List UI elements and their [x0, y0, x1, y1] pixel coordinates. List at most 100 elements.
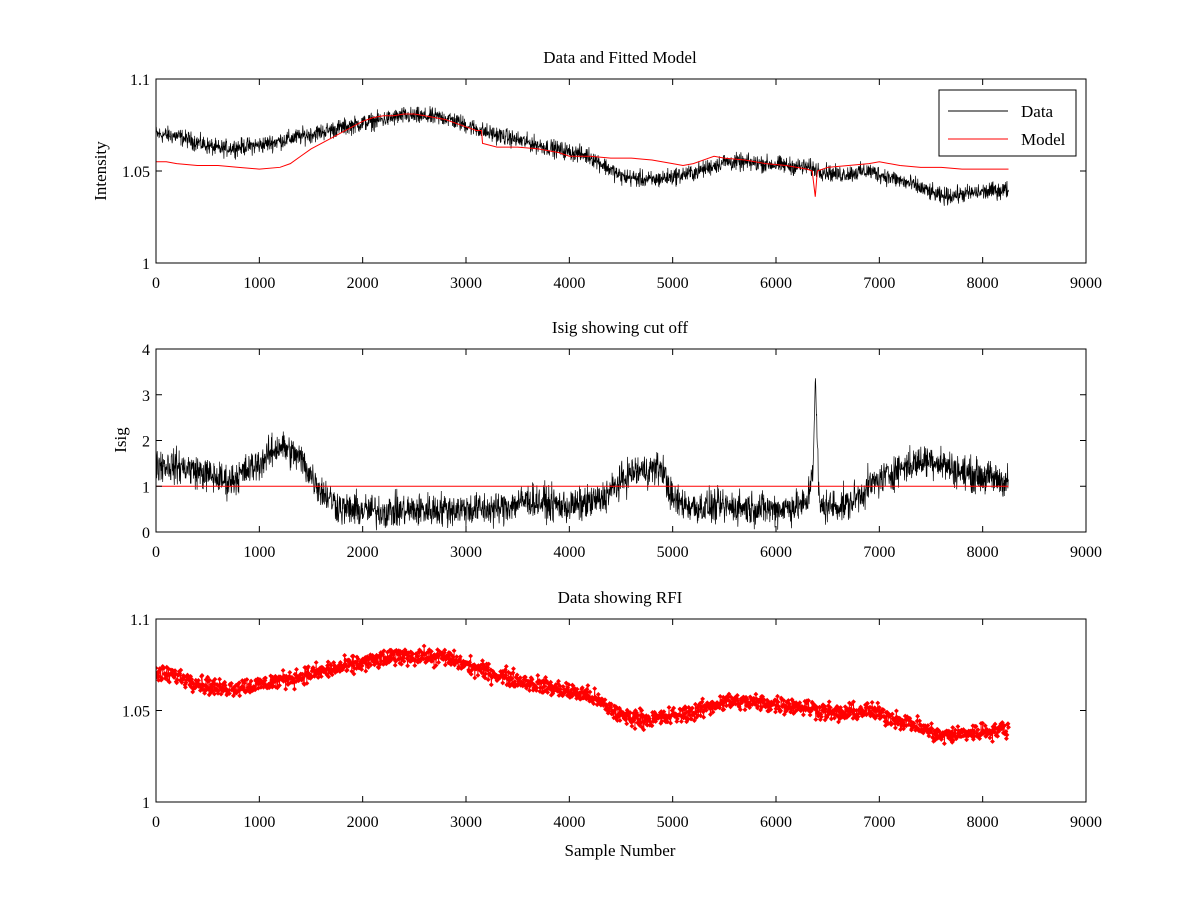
data-point-marker	[482, 675, 488, 681]
data-point-marker	[641, 727, 647, 733]
data-point-marker	[393, 658, 399, 664]
x-tick-label: 1000	[243, 544, 275, 561]
legend-label-data: Data	[1021, 102, 1054, 121]
y-tick-label: 1	[142, 795, 150, 812]
panel-isig: Isig showing cut off Isig 0 1000 2000 3000 4…	[111, 318, 1102, 561]
x-tick-label: 6000	[760, 544, 792, 561]
data-point-marker	[218, 691, 224, 697]
data-point-marker	[987, 735, 993, 741]
data-point-marker	[789, 707, 794, 713]
data-point-marker	[363, 668, 369, 674]
data-point-marker	[543, 674, 549, 680]
data-point-marker	[781, 698, 787, 703]
y-tick-label: 0	[142, 525, 150, 542]
data-point-marker	[240, 684, 246, 690]
series-group	[156, 106, 1009, 206]
data-point-marker	[475, 672, 481, 678]
y-tick-label: 3	[142, 388, 150, 405]
data-point-marker	[726, 691, 732, 697]
y-axis-label: Intensity	[91, 141, 110, 201]
data-point-marker	[826, 699, 832, 705]
data-point-marker	[398, 661, 404, 667]
data-point-marker	[351, 671, 357, 677]
data-point-marker	[608, 705, 614, 711]
data-point-marker	[468, 653, 474, 659]
data-point-marker	[429, 658, 435, 664]
x-tick-label: 3000	[450, 544, 482, 561]
data-point-marker	[579, 685, 585, 691]
data-point-marker	[831, 715, 837, 721]
data-point-marker	[405, 663, 411, 669]
data-point-marker	[612, 707, 618, 713]
data-point-marker	[703, 707, 709, 713]
data-point-marker	[199, 672, 205, 678]
data-point-marker	[263, 675, 268, 681]
y-tick-label: 1.05	[122, 164, 150, 181]
data-point-marker	[391, 656, 397, 662]
data-point-marker	[421, 643, 427, 649]
data-point-marker	[355, 656, 361, 662]
data-point-marker	[992, 729, 997, 735]
data-point-marker	[827, 705, 833, 710]
data-point-marker	[237, 693, 243, 699]
data-point-marker	[836, 719, 841, 725]
data-point-marker	[755, 703, 761, 709]
data-point-marker	[500, 680, 506, 686]
data-point-marker	[535, 672, 541, 678]
data-point-marker	[710, 709, 716, 715]
y-tick-label: 4	[142, 342, 150, 359]
data-point-marker	[342, 652, 348, 658]
data-point-marker	[813, 717, 819, 722]
data-point-marker	[548, 679, 554, 685]
data-point-marker	[182, 684, 188, 690]
data-point-marker	[666, 704, 672, 710]
data-point-marker	[305, 664, 311, 670]
data-point-marker	[855, 714, 861, 720]
data-point-marker	[517, 675, 523, 681]
x-tick-label: 3000	[450, 275, 482, 292]
data-point-marker	[171, 674, 177, 680]
data-point-marker	[290, 676, 296, 682]
data-point-marker	[433, 662, 439, 668]
data-point-marker	[485, 665, 491, 670]
data-point-marker	[353, 659, 359, 665]
x-tick-label: 9000	[1070, 544, 1102, 561]
data-point-marker	[545, 689, 551, 695]
data-point-marker	[472, 675, 478, 681]
data-point-marker	[824, 714, 830, 720]
data-point-marker	[294, 666, 299, 672]
data-point-marker	[734, 692, 740, 698]
data-point-marker	[222, 683, 228, 688]
x-tick-label: 5000	[657, 544, 689, 561]
data-point-marker	[312, 673, 318, 679]
series-line-series-0	[156, 378, 1009, 531]
data-point-marker	[556, 678, 561, 684]
x-tick-label: 3000	[450, 814, 482, 831]
data-point-marker	[742, 707, 748, 713]
data-point-marker	[773, 709, 778, 715]
legend-box	[938, 89, 1077, 157]
data-point-marker	[806, 698, 811, 704]
data-point-marker	[595, 691, 601, 697]
data-point-marker	[671, 705, 677, 711]
x-tick-label: 1000	[243, 275, 275, 292]
data-point-marker	[926, 733, 932, 739]
data-point-marker	[1001, 723, 1007, 729]
data-point-marker	[211, 680, 217, 686]
data-point-marker	[917, 718, 923, 724]
data-point-marker	[1006, 724, 1011, 730]
data-point-marker	[247, 681, 252, 687]
data-point-marker	[428, 648, 434, 654]
plot-area: 0 1000 2000 3000 4000 5000 6000 7000 8000 9000 1 1.…	[122, 72, 1102, 292]
x-tick-label: 0	[152, 814, 160, 831]
chart-title: Data showing RFI	[558, 588, 683, 607]
data-point-marker	[372, 662, 377, 668]
data-point-marker	[632, 726, 638, 732]
data-point-marker	[707, 711, 713, 717]
data-point-marker	[468, 671, 474, 677]
data-point-marker	[570, 683, 576, 689]
data-point-marker	[252, 687, 258, 693]
data-point-marker	[700, 709, 706, 715]
data-point-marker	[236, 680, 242, 686]
data-point-marker	[616, 714, 622, 719]
